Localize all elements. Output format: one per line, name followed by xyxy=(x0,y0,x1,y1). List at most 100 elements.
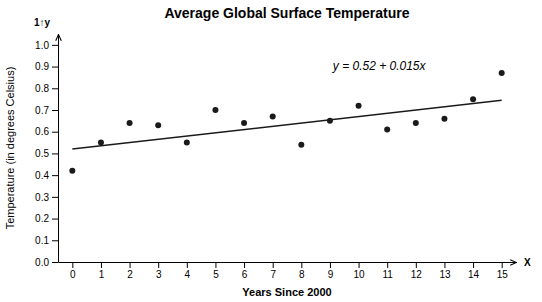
scatter-point xyxy=(441,116,447,122)
y-tick-label: 0.5 xyxy=(35,148,49,159)
x-tick-mark xyxy=(273,262,274,268)
scatter-point xyxy=(499,70,505,76)
x-tick-label: 13 xyxy=(439,269,451,280)
x-tick-mark xyxy=(244,262,245,268)
scatter-point xyxy=(384,127,390,133)
y-tick-label: 0.3 xyxy=(35,192,49,203)
y-tick-mark xyxy=(52,219,58,220)
scatter-point xyxy=(241,120,247,126)
y-tick-mark xyxy=(52,45,58,46)
y-tick: 0.8 xyxy=(35,83,58,94)
y-tick: 0.3 xyxy=(35,192,58,203)
y-tick: 1.0 xyxy=(35,40,58,51)
y-axis-title: Temperature (in degrees Celsius) xyxy=(4,67,16,230)
y-tick: 0.0 xyxy=(35,257,58,268)
x-tick-label: 4 xyxy=(185,269,191,280)
y-axis-line xyxy=(58,35,59,263)
x-axis: 0123456789101112131415 xyxy=(59,262,517,280)
y-tick: 0.5 xyxy=(35,148,58,159)
y-tick-label: 0.2 xyxy=(35,213,49,224)
x-tick-mark xyxy=(301,262,302,268)
scatter-point xyxy=(212,107,218,113)
scatter-point xyxy=(470,96,476,102)
y-tick-mark xyxy=(52,67,58,68)
x-tick-mark xyxy=(444,262,445,268)
x-tick-label: 5 xyxy=(213,269,219,280)
x-tick: 12 xyxy=(411,262,423,280)
y-tick: 0.1 xyxy=(35,235,58,246)
y-tick: 0.7 xyxy=(35,105,58,116)
x-tick: 11 xyxy=(382,262,393,280)
y-tick-mark xyxy=(52,240,58,241)
scatter-point xyxy=(98,140,104,146)
x-tick-label: 8 xyxy=(299,269,305,280)
y-tick-label: 0.4 xyxy=(35,170,49,181)
y-tick: 0.4 xyxy=(35,170,58,181)
x-tick: 10 xyxy=(354,262,366,280)
x-tick-label: 11 xyxy=(382,269,393,280)
equation: y = 0.52 + 0.015x xyxy=(332,59,427,73)
y-tick-mark xyxy=(52,175,58,176)
y-tick-mark xyxy=(52,88,58,89)
x-tick-mark xyxy=(187,262,188,268)
x-tick: 14 xyxy=(468,262,480,280)
y-tick: 0.6 xyxy=(35,126,58,137)
y-tick-mark xyxy=(52,153,58,154)
y-tick-label: 0.1 xyxy=(35,235,49,246)
x-tick-label: 2 xyxy=(127,269,133,280)
y-tick-label: 0.7 xyxy=(35,105,49,116)
x-tick-label: 0 xyxy=(70,269,76,280)
y-tick-mark xyxy=(52,132,58,133)
x-tick-mark xyxy=(330,262,331,268)
x-tick-mark xyxy=(359,262,360,268)
x-tick-label: 7 xyxy=(270,269,276,280)
x-axis-title: Years Since 2000 xyxy=(242,286,331,298)
chart: 01234567891011121314150.00.10.20.30.40.5… xyxy=(0,0,542,302)
x-tick-label: 9 xyxy=(328,269,334,280)
x-tick-mark xyxy=(416,262,417,268)
x-tick-mark xyxy=(158,262,159,268)
scatter-point xyxy=(413,120,419,126)
scatter-point xyxy=(127,120,133,126)
x-axis-end-label: X xyxy=(524,257,531,268)
x-axis-line xyxy=(59,262,517,263)
x-tick-label: 10 xyxy=(354,269,366,280)
x-tick: 8 xyxy=(299,262,305,280)
x-tick-label: 15 xyxy=(497,269,509,280)
y-tick-mark xyxy=(52,110,58,111)
x-tick: 13 xyxy=(439,262,451,280)
plot-area xyxy=(69,70,504,174)
y-tick-label: 0.0 xyxy=(35,257,49,268)
y-tick-label: 0.8 xyxy=(35,83,49,94)
x-tick-label: 14 xyxy=(468,269,480,280)
scatter-point xyxy=(298,142,304,148)
regression-line xyxy=(72,100,501,149)
x-tick: 0 xyxy=(70,262,76,280)
y-tick-label: 0.6 xyxy=(35,126,49,137)
y-axis-end-label: 1↑y xyxy=(34,17,51,28)
x-tick: 4 xyxy=(185,262,191,280)
x-tick: 6 xyxy=(242,262,248,280)
y-tick-label: 1.0 xyxy=(35,40,49,51)
x-tick: 3 xyxy=(156,262,162,280)
x-tick: 2 xyxy=(127,262,133,280)
x-tick-label: 12 xyxy=(411,269,423,280)
scatter-point xyxy=(155,122,161,128)
x-tick-label: 6 xyxy=(242,269,248,280)
x-tick-mark xyxy=(502,262,503,268)
x-tick-mark xyxy=(72,262,73,268)
y-tick-label: 0.9 xyxy=(35,61,49,72)
x-tick-label: 3 xyxy=(156,269,162,280)
scatter-point xyxy=(327,118,333,124)
y-tick: 0.2 xyxy=(35,213,58,224)
x-tick-mark xyxy=(130,262,131,268)
y-tick-mark xyxy=(52,197,58,198)
x-tick: 9 xyxy=(328,262,334,280)
scatter-point xyxy=(69,168,75,174)
x-tick: 7 xyxy=(270,262,276,280)
x-tick: 15 xyxy=(497,262,509,280)
y-tick-mark xyxy=(52,262,58,263)
x-tick: 5 xyxy=(213,262,219,280)
x-tick-label: 1 xyxy=(99,269,105,280)
y-tick: 0.9 xyxy=(35,61,58,72)
